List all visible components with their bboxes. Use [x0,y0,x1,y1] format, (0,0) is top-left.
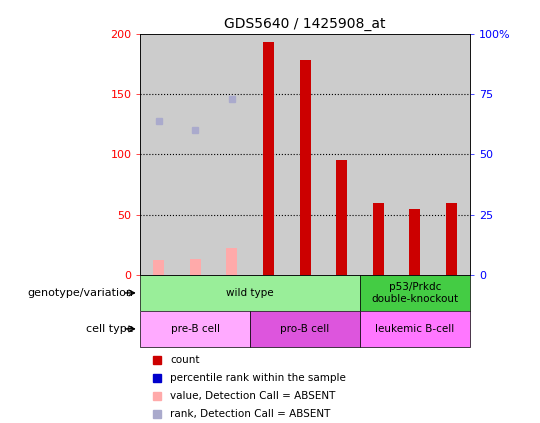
Text: count: count [170,355,200,365]
Bar [336,160,347,275]
Bar [300,60,310,275]
Bar [226,248,238,275]
Text: p53/Prkdc
double-knockout: p53/Prkdc double-knockout [372,282,458,304]
Bar [140,311,250,347]
Bar [373,203,384,275]
Bar [360,275,470,311]
Text: genotype/variation: genotype/variation [28,288,134,298]
Bar [177,34,214,275]
Text: leukemic B-cell: leukemic B-cell [375,324,455,334]
Text: value, Detection Call = ABSENT: value, Detection Call = ABSENT [170,391,335,401]
Bar [214,34,250,275]
Title: GDS5640 / 1425908_at: GDS5640 / 1425908_at [224,17,386,31]
Text: percentile rank within the sample: percentile rank within the sample [170,373,346,383]
Bar [323,34,360,275]
Bar [409,209,420,275]
Bar [190,259,201,275]
Bar [396,34,433,275]
Text: cell type: cell type [86,324,134,334]
Bar [153,261,164,275]
Text: pre-B cell: pre-B cell [171,324,220,334]
Bar [263,42,274,275]
Bar [140,275,360,311]
Bar [446,203,457,275]
Bar [360,311,470,347]
Bar [287,34,323,275]
Bar [433,34,470,275]
Text: wild type: wild type [226,288,274,298]
Bar [360,34,396,275]
Bar [140,34,177,275]
Text: pro-B cell: pro-B cell [280,324,330,334]
Text: rank, Detection Call = ABSENT: rank, Detection Call = ABSENT [170,409,330,419]
Bar [250,311,360,347]
Bar [250,34,287,275]
